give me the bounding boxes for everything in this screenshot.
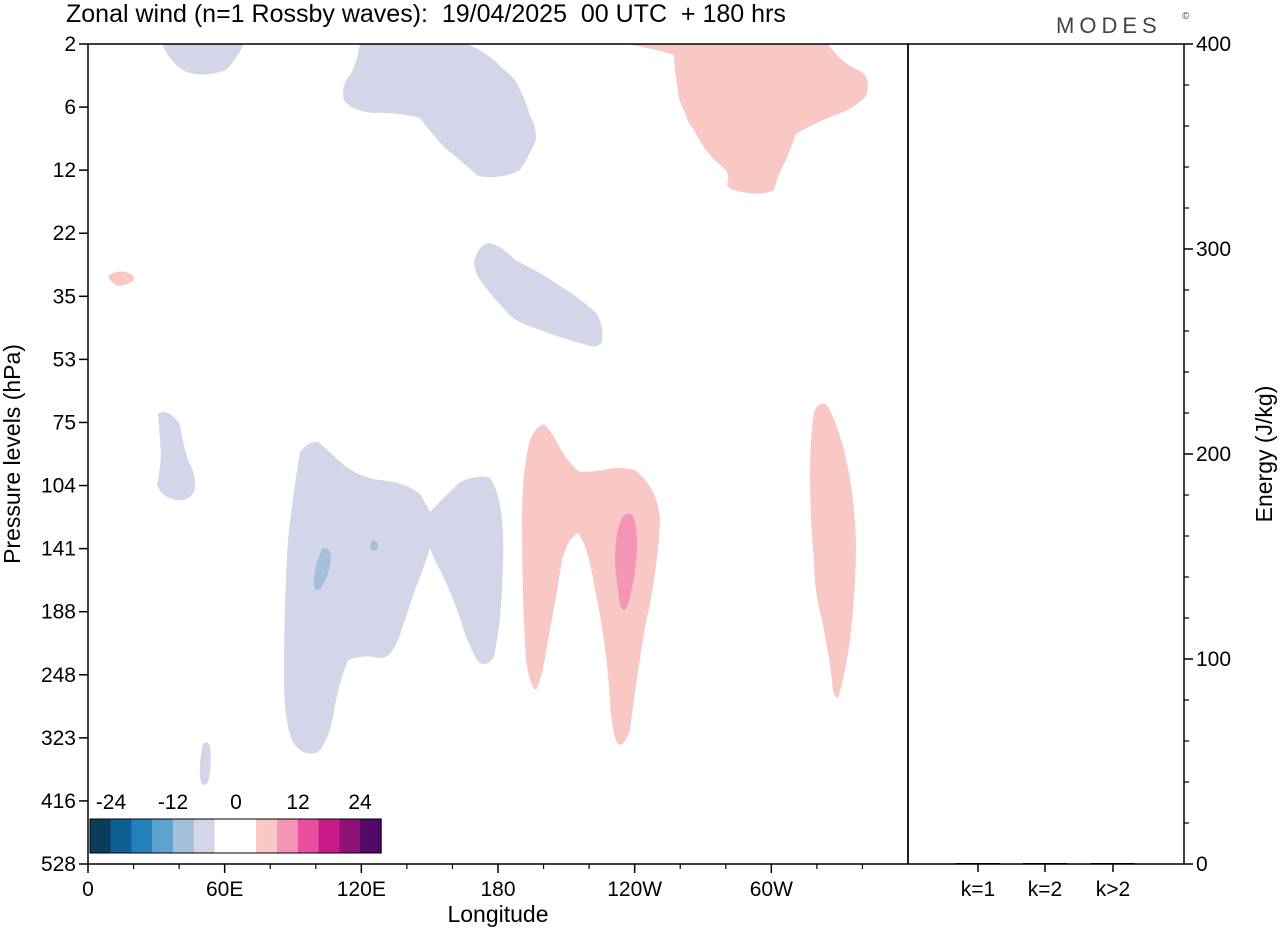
neg-region-top-left (162, 44, 244, 75)
x-axis-label: Longitude (447, 901, 548, 927)
y-tick-label: 141 (41, 538, 76, 561)
logo-mark: © (1182, 11, 1190, 22)
y-tick-label: 35 (53, 285, 76, 308)
energy-bar (956, 863, 1000, 864)
energy-cat-label: k=2 (1028, 878, 1062, 901)
energy-cat-label: k>2 (1096, 878, 1130, 901)
modes-logo: MODES © (1056, 11, 1190, 38)
energy-tick-label: 0 (1196, 853, 1208, 876)
logo-text: MODES (1056, 13, 1162, 38)
colorbar-swatch (89, 818, 112, 854)
energy-bar (1091, 863, 1135, 864)
longitude-axis: 0 60E 120E 180 120W 60W (82, 864, 864, 901)
colorbar-swatch (193, 818, 216, 854)
y-tick-label: 75 (53, 411, 76, 434)
pos-region-right-plume (810, 403, 856, 698)
colorbar-swatch (276, 818, 299, 854)
x-tick-label: 120W (607, 878, 662, 901)
pos-region-top-right (626, 44, 868, 194)
y-tick-label: 2 (64, 33, 76, 56)
x-tick-label: 120E (337, 878, 386, 901)
colorbar-swatch (256, 818, 278, 854)
energy-tick-label: 200 (1196, 443, 1231, 466)
colorbar: -24 -12 0 12 24 (89, 790, 382, 856)
colorbar-swatch (172, 818, 195, 854)
neg-region-top-mid (343, 44, 536, 178)
colorbar-outline (89, 818, 382, 854)
pos-moderate-core (615, 513, 638, 610)
y-tick-label: 248 (41, 664, 76, 687)
colorbar-label: -12 (158, 791, 188, 814)
energy-cat-label: k=1 (961, 878, 995, 901)
colorbar-swatch (131, 818, 153, 854)
energy-tick-label: 400 (1196, 33, 1231, 56)
energy-bar (1023, 863, 1067, 864)
energy-panel-frame (907, 43, 1185, 865)
y-tick-label: 323 (41, 727, 76, 750)
energy-tick-label: 100 (1196, 648, 1231, 671)
neg-region-upper-diag (474, 243, 603, 347)
contour-field (108, 44, 868, 785)
chart-title: Zonal wind (n=1 Rossby waves): 19/04/202… (66, 0, 786, 28)
colorbar-swatch (214, 818, 236, 854)
colorbar-label: 24 (348, 791, 372, 814)
neg-moderate-core-left (313, 548, 331, 591)
x-tick-label: 0 (82, 878, 94, 901)
colorbar-label: 0 (230, 791, 242, 814)
y-tick-label: 104 (41, 475, 76, 498)
y-tick-label: 528 (41, 853, 76, 876)
neg-region-bottom-small (199, 742, 211, 785)
x-tick-label: 180 (480, 878, 515, 901)
colorbar-swatch (235, 818, 257, 854)
x-tick-label: 60W (750, 878, 793, 901)
energy-axis: 0 100 200 300 400 (1184, 33, 1231, 876)
pressure-axis: 2 6 12 22 35 53 75 104 141 188 248 323 416 528 (41, 33, 88, 876)
y-tick-label: 188 (41, 601, 76, 624)
y-tick-label: 12 (53, 159, 76, 182)
y-tick-label: 416 (41, 790, 76, 813)
x-tick-label: 60E (206, 878, 243, 901)
energy-categories: k=1 k=2 k>2 (956, 863, 1135, 901)
neg-moderate-core-right (370, 540, 378, 551)
colorbar-swatch (360, 818, 382, 854)
energy-tick-label: 300 (1196, 238, 1231, 261)
colorbar-swatch (339, 818, 361, 854)
colorbar-swatch (110, 818, 132, 854)
pos-region-center (522, 424, 660, 745)
colorbar-swatch (318, 818, 340, 854)
colorbar-swatch (297, 818, 320, 854)
colorbar-swatch (152, 818, 174, 854)
energy-axis-label: Energy (J/kg) (1251, 386, 1277, 523)
y-tick-label: 22 (53, 222, 76, 245)
y-tick-label: 6 (64, 96, 76, 119)
neg-region-left-blob (157, 412, 196, 501)
colorbar-label: 12 (286, 791, 309, 814)
neg-region-main (284, 441, 504, 754)
y-axis-label: Pressure levels (hPa) (0, 344, 25, 564)
colorbar-label: -24 (96, 791, 127, 814)
pos-region-left-small (108, 271, 135, 286)
y-tick-label: 53 (53, 348, 76, 371)
